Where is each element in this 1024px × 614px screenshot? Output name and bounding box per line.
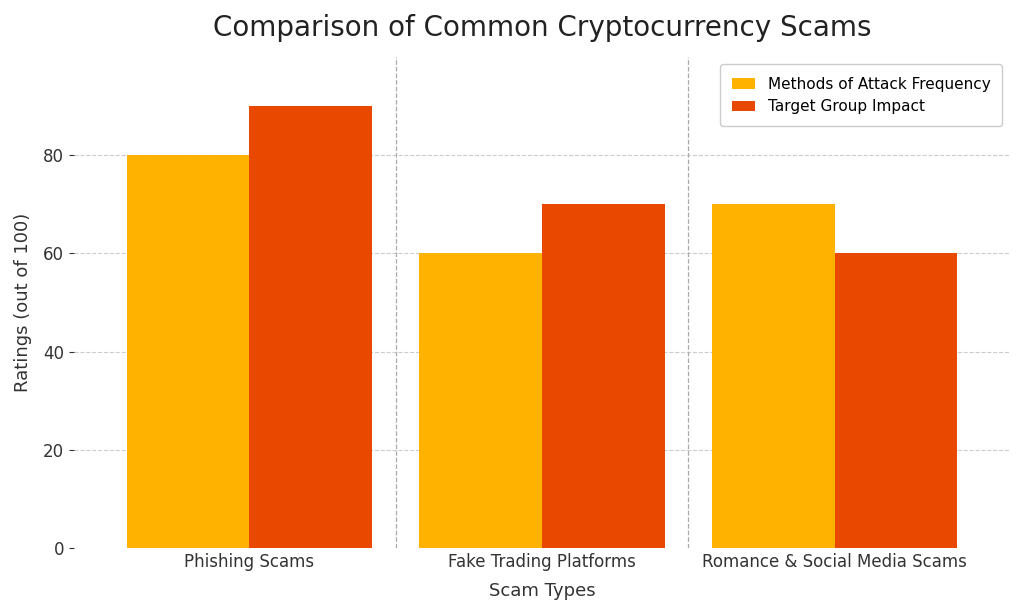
Bar <box>419 254 542 548</box>
Bar <box>712 204 835 548</box>
X-axis label: Scam Types: Scam Types <box>488 582 595 600</box>
Bar <box>542 204 665 548</box>
Bar <box>835 254 957 548</box>
Bar <box>250 106 373 548</box>
Bar <box>127 155 250 548</box>
Legend: Methods of Attack Frequency, Target Group Impact: Methods of Attack Frequency, Target Grou… <box>720 64 1002 126</box>
Y-axis label: Ratings (out of 100): Ratings (out of 100) <box>14 213 32 392</box>
Title: Comparison of Common Cryptocurrency Scams: Comparison of Common Cryptocurrency Scam… <box>213 14 871 42</box>
